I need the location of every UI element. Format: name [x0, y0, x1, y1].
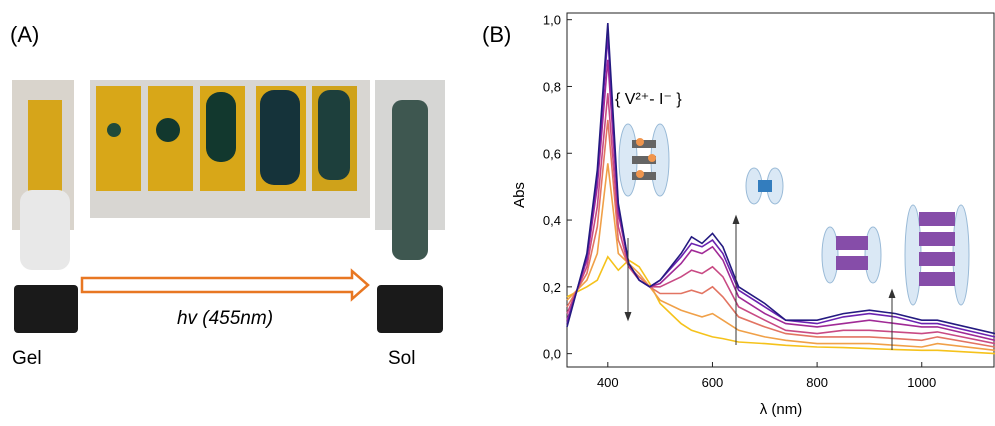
- gel-vial: [12, 80, 78, 333]
- y-axis-label: Abs: [511, 182, 528, 208]
- trend-arrows: [624, 214, 896, 350]
- x-tick-label: 1000: [907, 375, 936, 390]
- sol-vial: [375, 80, 445, 333]
- light-label: hv (455nm): [177, 308, 273, 329]
- light-arrow: [80, 268, 370, 302]
- panel-label: (B): [482, 22, 511, 47]
- x-tick-label: 400: [597, 375, 619, 390]
- y-tick-label: 0,2: [543, 280, 561, 295]
- x-tick-label: 600: [702, 375, 724, 390]
- y-tick-label: 0,8: [543, 79, 561, 94]
- y-tick-label: 0,0: [543, 347, 561, 362]
- spectrum-line: [566, 119, 995, 348]
- plot-frame: [566, 12, 995, 368]
- spectrum-line: [566, 93, 995, 345]
- schematics: [618, 123, 970, 306]
- strip-photos: [90, 80, 370, 218]
- spectrum-line: [566, 255, 995, 355]
- panel-label: (A): [10, 22, 39, 47]
- y-tick-label: 0,4: [543, 213, 561, 228]
- plot: 0,0 0,2 0,4 0,6 0,8 1,0 400 600 800 1000 λ (nm) Abs: [511, 12, 995, 418]
- sol-label: Sol: [388, 348, 415, 369]
- y-tick-label: 0,6: [543, 146, 561, 161]
- x-tick-label: 800: [806, 375, 828, 390]
- y-tick-label: 1,0: [543, 13, 561, 28]
- spectrum-line: [566, 163, 995, 352]
- x-axis-label: λ (nm): [760, 401, 803, 418]
- annotation: { V²⁺- I⁻ }: [615, 91, 682, 108]
- gel-label: Gel: [12, 348, 42, 369]
- spectrum-line: [566, 22, 995, 335]
